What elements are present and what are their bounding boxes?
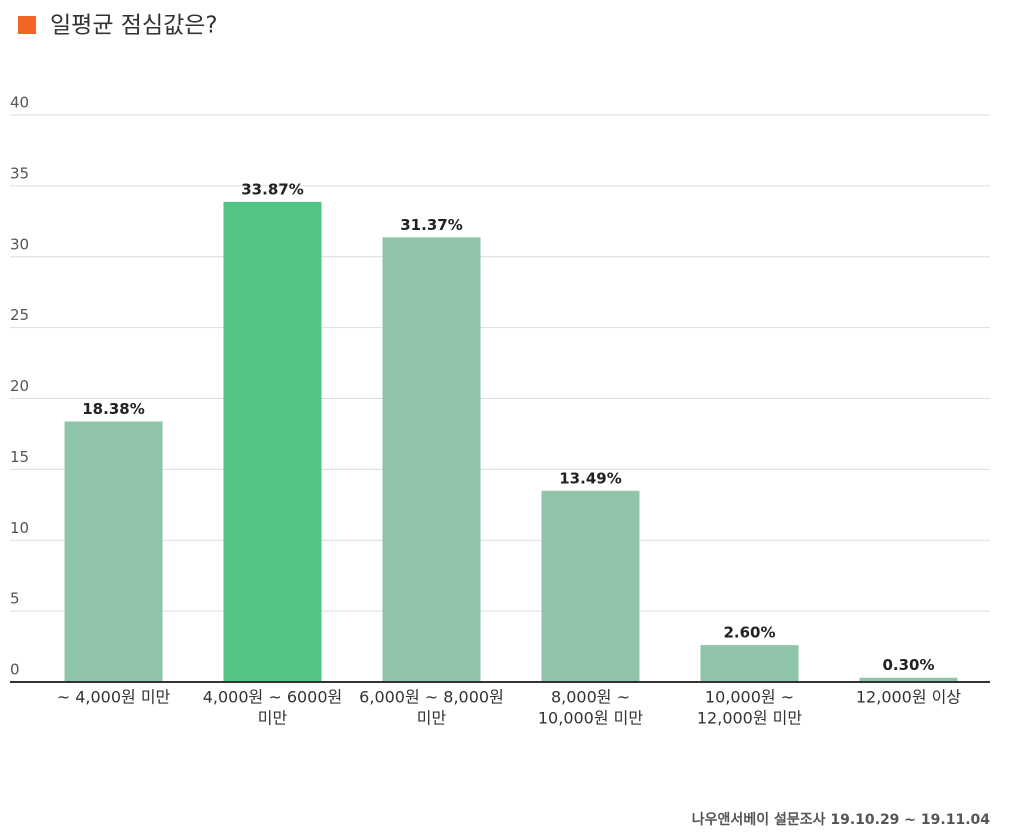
x-tick-label: 10,000원 미만: [538, 709, 644, 728]
y-tick-label: 15: [10, 448, 29, 466]
value-label: 33.87%: [241, 180, 303, 198]
x-tick-label: 10,000원 ~: [705, 688, 794, 707]
y-tick-label: 10: [10, 519, 29, 537]
x-tick-label: 6,000원 ~ 8,000원: [359, 688, 504, 707]
y-tick-label: 5: [10, 590, 20, 608]
y-tick-label: 25: [10, 306, 29, 324]
value-label: 13.49%: [559, 469, 621, 487]
chart-title: 일평균 점심값은?: [50, 13, 218, 39]
x-tick-label: 4,000원 ~ 6000원: [203, 688, 343, 707]
title-marker: [18, 16, 36, 34]
value-label: 18.38%: [82, 400, 144, 418]
bar: [382, 237, 481, 682]
x-tick-label: ~ 4,000원 미만: [57, 688, 171, 707]
value-label: 2.60%: [723, 624, 775, 642]
y-tick-label: 40: [10, 94, 29, 112]
bar: [223, 201, 322, 682]
bar: [64, 421, 163, 682]
bar: [541, 490, 640, 682]
x-tick-label: 미만: [417, 709, 447, 728]
bar: [700, 645, 799, 682]
source: 나우앤서베이 설문조사 19.10.29 ~ 19.11.04: [692, 811, 990, 828]
value-label: 0.30%: [882, 656, 934, 674]
x-tick-label: 12,000원 미만: [697, 709, 803, 728]
x-tick-label: 12,000원 이상: [856, 688, 962, 707]
y-tick-label: 30: [10, 235, 29, 253]
y-tick-label: 0: [10, 661, 20, 679]
bar: [859, 677, 958, 682]
y-tick-label: 20: [10, 377, 29, 395]
x-tick-label: 미만: [258, 709, 288, 728]
x-tick-label: 8,000원 ~: [551, 688, 630, 707]
value-label: 31.37%: [400, 216, 462, 234]
y-tick-label: 35: [10, 164, 29, 182]
